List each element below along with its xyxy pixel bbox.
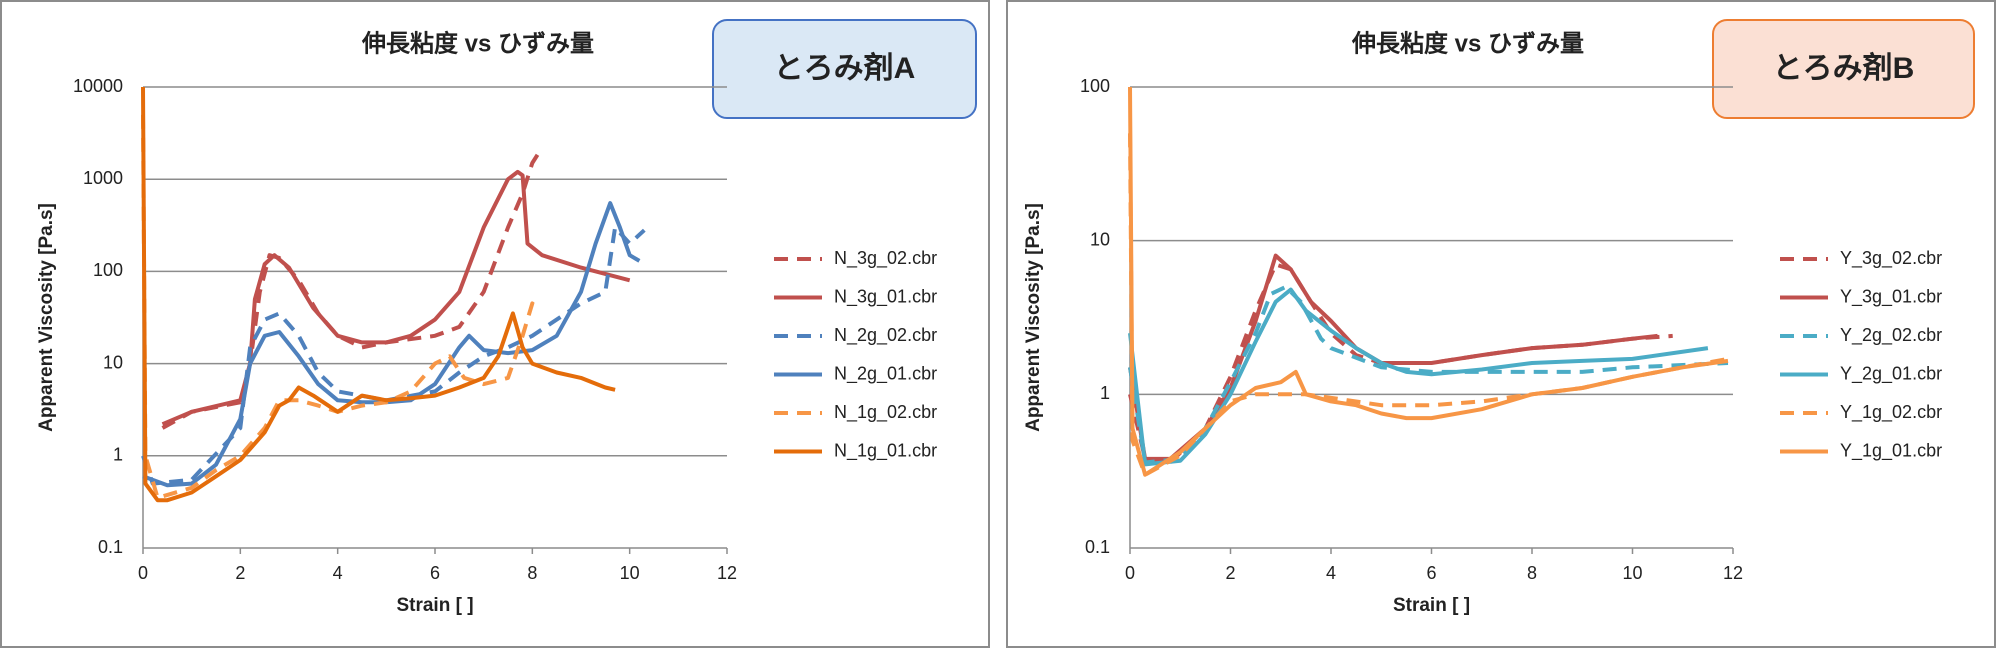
- series-line: [1128, 287, 1709, 467]
- x-tick-label: 6: [430, 563, 440, 583]
- y-tick-label: 0.1: [98, 537, 123, 557]
- annotation-box: [712, 19, 977, 119]
- x-tick-label: 12: [717, 563, 737, 583]
- y-axis-label: Apparent Viscosity [Pa.s]: [36, 203, 57, 432]
- y-tick-label: 10: [103, 352, 123, 372]
- legend-label: N_1g_02.cbr: [834, 402, 937, 423]
- y-tick-label: 10000: [73, 76, 123, 96]
- legend-label: Y_2g_01.cbr: [1840, 363, 1942, 384]
- legend-label: Y_1g_01.cbr: [1840, 440, 1942, 461]
- legend-label: N_1g_01.cbr: [834, 440, 937, 461]
- x-tick-label: 8: [527, 563, 537, 583]
- y-tick-label: 100: [93, 260, 123, 280]
- series-line: [1128, 133, 1729, 477]
- legend-label: N_3g_01.cbr: [834, 286, 937, 307]
- x-tick-label: 0: [1125, 563, 1135, 583]
- x-tick-label: 2: [235, 563, 245, 583]
- y-tick-label: 100: [1080, 76, 1110, 96]
- x-tick-label: 2: [1225, 563, 1235, 583]
- y-tick-label: 1000: [83, 168, 123, 188]
- y-axis-label: Apparent Viscosity [Pa.s]: [1023, 203, 1044, 432]
- legend-label: N_2g_01.cbr: [834, 363, 937, 384]
- x-axis-label: Strain [ ]: [396, 595, 473, 616]
- x-tick-label: 10: [1622, 563, 1642, 583]
- y-tick-label: 1: [1100, 383, 1110, 403]
- series-line: [161, 169, 631, 427]
- legend-label: Y_3g_01.cbr: [1840, 286, 1942, 307]
- annotation-box: [1712, 19, 1975, 119]
- chart-title: 伸長粘度 vs ひずみ量: [1351, 29, 1584, 57]
- y-tick-label: 10: [1090, 229, 1110, 249]
- x-tick-label: 10: [620, 563, 640, 583]
- legend-label: N_2g_02.cbr: [834, 325, 937, 346]
- y-tick-label: 1: [113, 445, 123, 465]
- annotation: とろみ剤B: [1773, 52, 1915, 85]
- series-line: [141, 114, 539, 500]
- annotation: とろみ剤A: [774, 52, 916, 85]
- x-tick-label: 4: [1326, 563, 1336, 583]
- x-tick-label: 0: [138, 563, 148, 583]
- x-axis-label: Strain [ ]: [1393, 595, 1470, 616]
- x-tick-label: 12: [1723, 563, 1743, 583]
- legend-label: Y_1g_02.cbr: [1840, 402, 1942, 423]
- x-tick-label: 6: [1426, 563, 1436, 583]
- series-line: [1128, 86, 1729, 477]
- series-line: [141, 86, 616, 503]
- legend-label: Y_3g_02.cbr: [1840, 248, 1942, 269]
- chart-title: 伸長粘度 vs ひずみ量: [361, 29, 594, 57]
- legend-label: N_3g_02.cbr: [834, 248, 937, 269]
- y-tick-label: 0.1: [1085, 537, 1110, 557]
- x-tick-label: 4: [333, 563, 343, 583]
- x-tick-label: 8: [1527, 563, 1537, 583]
- series-line: [141, 225, 646, 486]
- legend-label: Y_2g_02.cbr: [1840, 325, 1942, 346]
